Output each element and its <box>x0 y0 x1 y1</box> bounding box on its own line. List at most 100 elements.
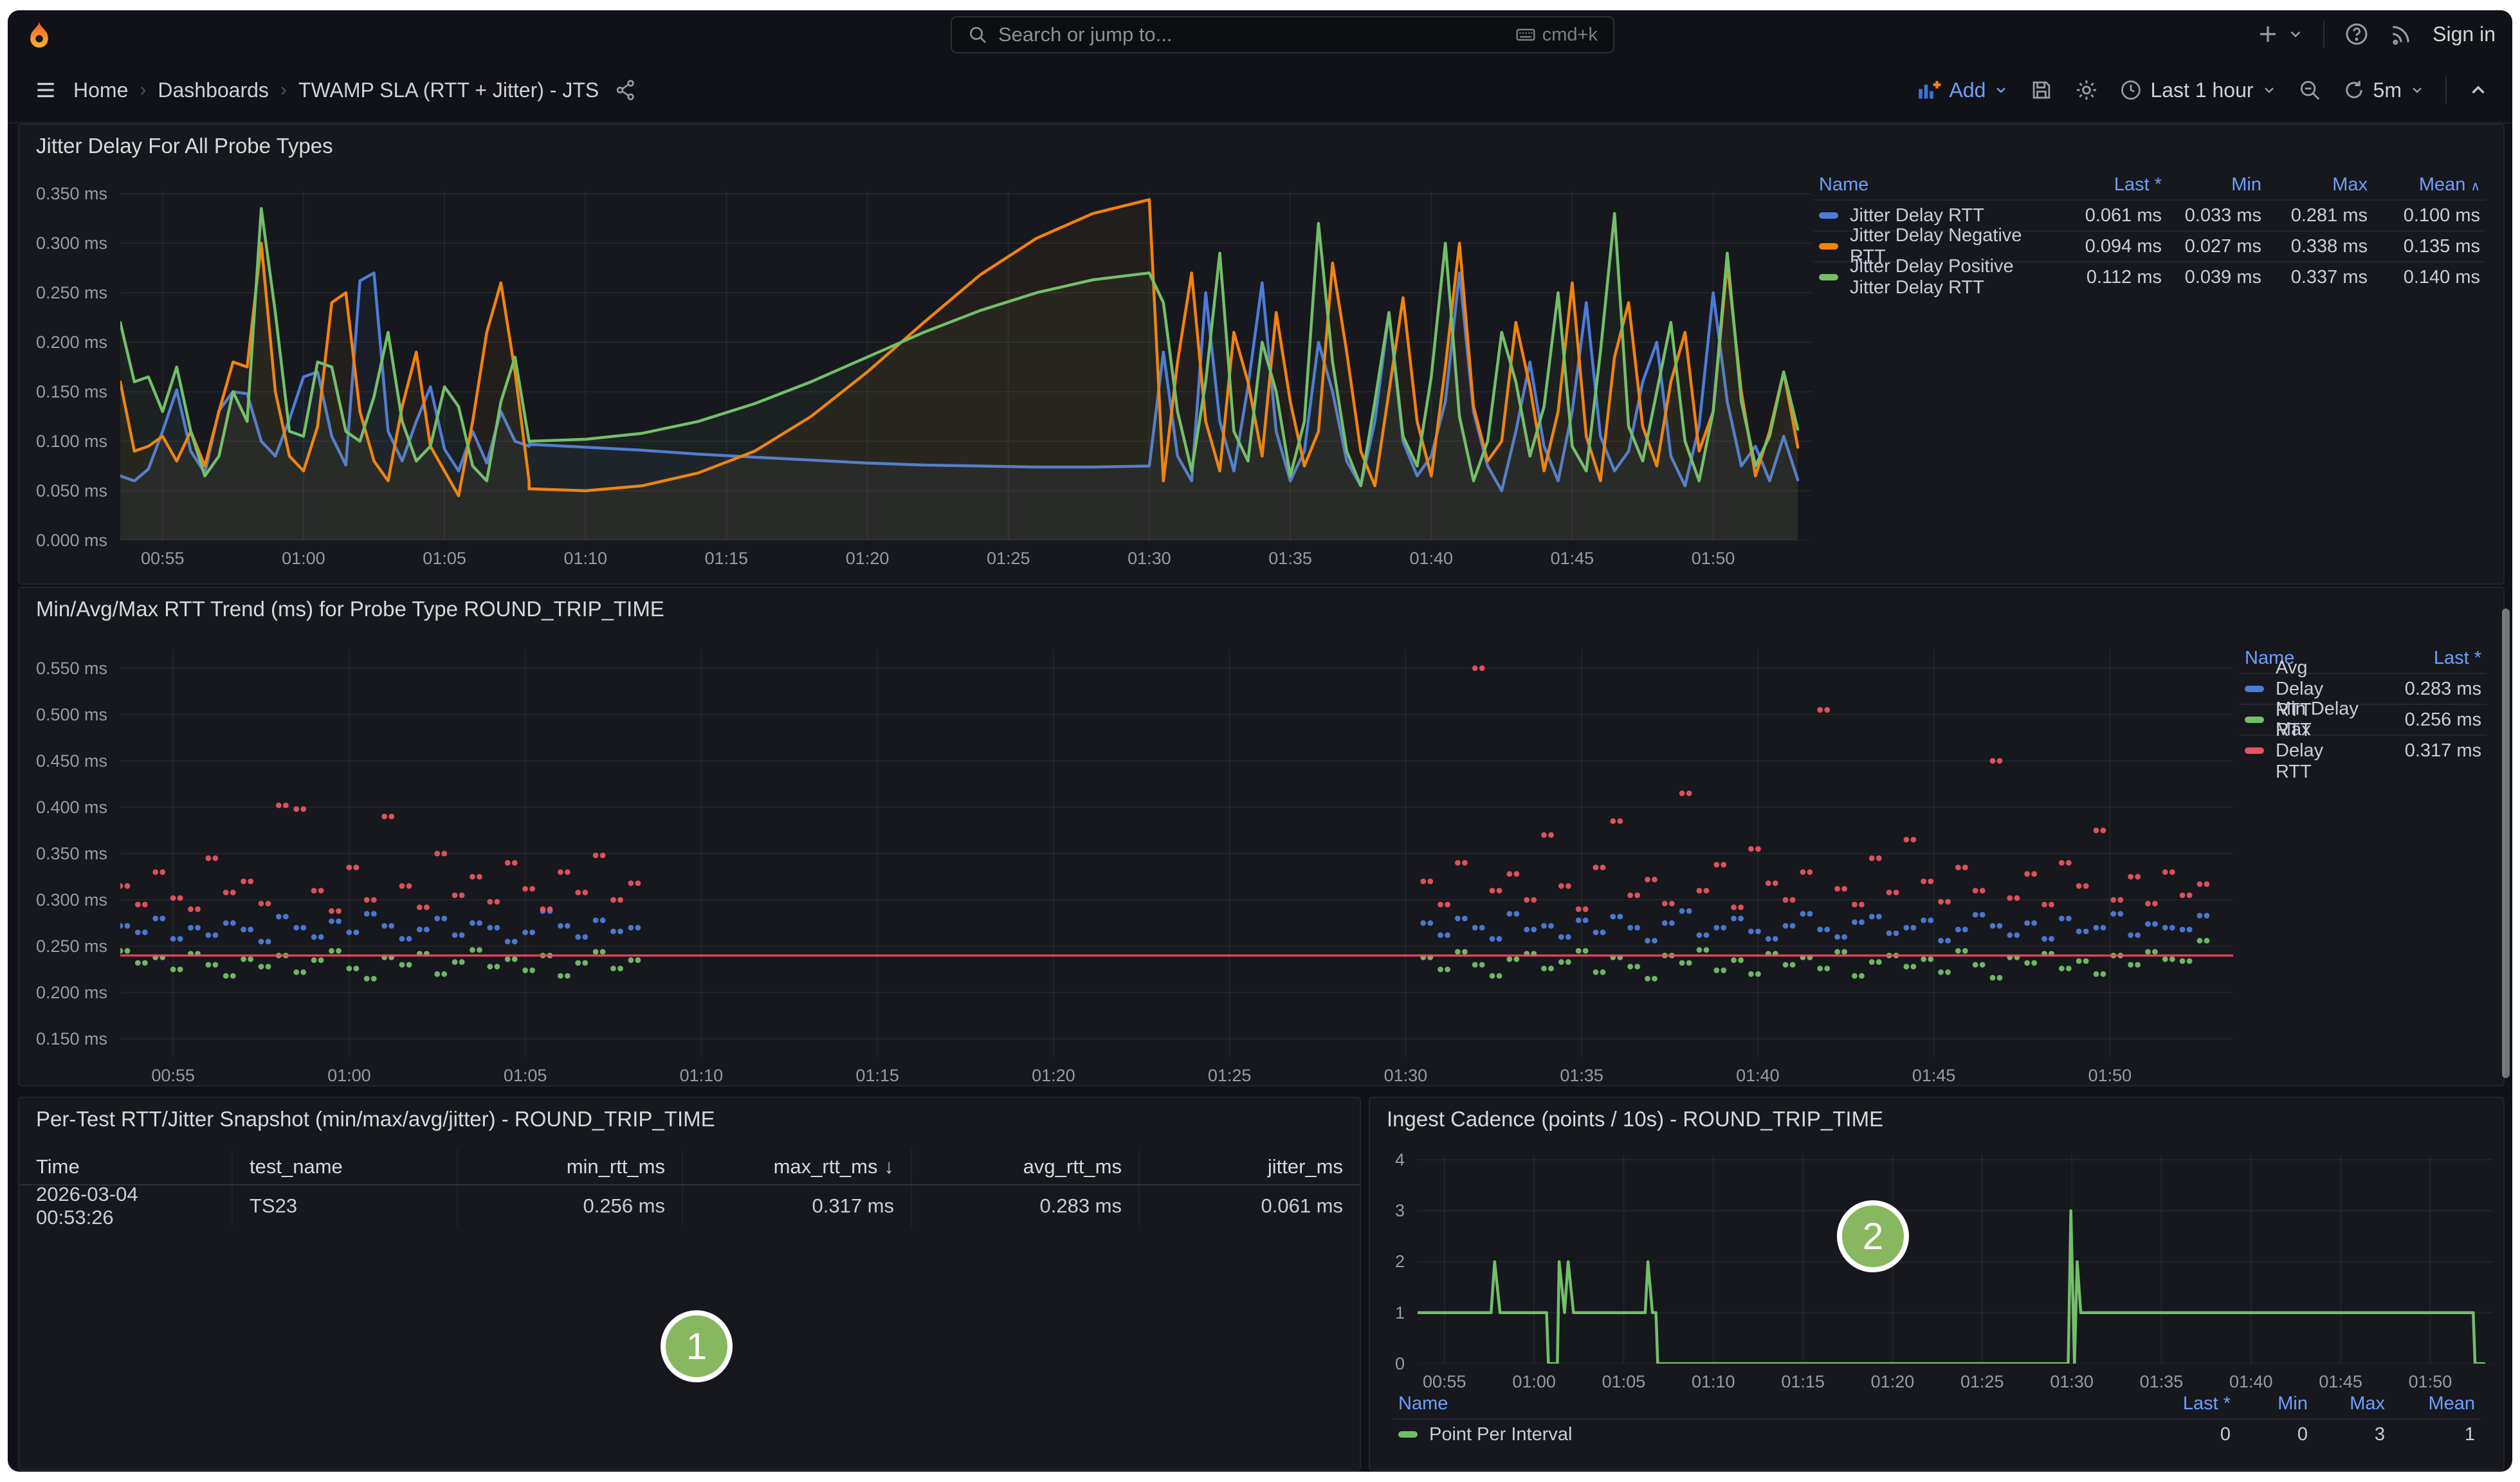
legend-series-toggle[interactable]: Jitter Delay Negative RTT <box>1819 225 2052 268</box>
table-cell: 2026-03-04 00:53:26 <box>36 1183 138 1229</box>
legend-series-name: Max Delay RTT <box>2276 718 2324 782</box>
breadcrumb-item[interactable]: Home <box>73 78 129 102</box>
series-color-swatch-icon <box>2245 747 2264 754</box>
add-panel-icon <box>1916 77 1942 103</box>
panel-title[interactable]: Per-Test RTT/Jitter Snapshot (min/max/av… <box>36 1107 715 1131</box>
legend-series-toggle[interactable]: Jitter Delay RTT <box>1819 205 2052 226</box>
dashboard-settings-icon[interactable] <box>2074 78 2099 102</box>
search-shortcut: cmd+k <box>1515 24 1598 46</box>
share-icon[interactable] <box>614 78 637 102</box>
ingest-cadence-chart[interactable] <box>1418 1155 2493 1364</box>
y-axis-tick-label: 0.350 ms <box>35 844 107 863</box>
menu-hamburger-icon[interactable] <box>33 78 58 102</box>
chevron-down-icon <box>2261 82 2277 98</box>
x-axis-tick-label: 01:05 <box>503 1066 547 1085</box>
legend-series-toggle[interactable]: Point Per Interval <box>1398 1424 2134 1445</box>
legend-header: Name Last * Min Max Mean <box>1393 1389 2480 1418</box>
legend-column-header[interactable]: Name <box>2245 647 2295 668</box>
legend-column-header[interactable]: Min <box>2278 1393 2308 1414</box>
table-cell: TS23 <box>232 1185 457 1227</box>
breadcrumb-item[interactable]: TWAMP SLA (RTT + Jitter) - JTS <box>298 78 599 102</box>
sort-asc-icon: ∧ <box>2470 179 2480 194</box>
x-axis-tick-label: 01:50 <box>2088 1066 2132 1085</box>
x-axis-tick-label: 01:00 <box>282 549 325 568</box>
legend-column-header[interactable]: Last * <box>2114 174 2162 195</box>
legend-value: 0.140 ms <box>2403 266 2480 288</box>
rtt-trend-chart[interactable] <box>120 650 2233 1057</box>
help-icon[interactable] <box>2344 21 2369 47</box>
legend-series-name: Point Per Interval <box>1429 1423 1573 1445</box>
legend-column-header[interactable]: Last * <box>2182 1393 2231 1414</box>
y-axis-tick-label: 0.000 ms <box>35 531 107 550</box>
x-axis-tick-label: 01:10 <box>1692 1372 1735 1391</box>
table-column-header[interactable]: min_rtt_ms <box>457 1149 682 1184</box>
search-input[interactable]: Search or jump to... cmd+k <box>951 16 1614 53</box>
jitter-delay-chart[interactable] <box>120 192 1812 540</box>
time-range-picker[interactable]: Last 1 hour <box>2119 78 2276 102</box>
legend-value: 0.112 ms <box>2086 266 2162 288</box>
table-cell: 0.317 ms <box>682 1185 911 1227</box>
legend-value: 0.100 ms <box>2403 205 2480 226</box>
legend-row: Jitter Delay RTT 0.061 ms 0.033 ms 0.281 ms… <box>1814 199 2485 230</box>
table-cell: 0.061 ms <box>1138 1185 1360 1227</box>
refresh-picker[interactable]: 5m <box>2342 78 2425 102</box>
save-dashboard-icon[interactable] <box>2029 78 2054 102</box>
panel-snapshot-table: Per-Test RTT/Jitter Snapshot (min/max/av… <box>18 1097 1361 1471</box>
chevron-down-icon <box>2409 82 2425 98</box>
table-row[interactable]: 2026-03-04 00:53:26 TS23 0.256 ms 0.317 ms 0… <box>19 1183 1360 1229</box>
keyboard-icon <box>1515 24 1536 45</box>
x-axis-tick-label: 01:00 <box>327 1066 371 1085</box>
legend-series-toggle[interactable]: Max Delay RTT <box>2245 719 2359 783</box>
table-column-header[interactable]: avg_rtt_ms <box>911 1149 1138 1184</box>
y-axis-tick-label: 0.200 ms <box>35 333 107 352</box>
add-button[interactable]: Add <box>1916 77 2009 103</box>
legend-value: 0.027 ms <box>2184 235 2261 257</box>
legend-row: Jitter Delay Positive Jitter Delay RTT 0.… <box>1814 256 2485 298</box>
table-column-header[interactable]: jitter_ms <box>1138 1149 1360 1184</box>
legend-column-header[interactable]: Max <box>2350 1393 2385 1414</box>
ingest-cadence-svg <box>1418 1155 2493 1364</box>
legend-column-header[interactable]: Mean ∧ <box>2418 174 2480 195</box>
scrollbar-thumb[interactable] <box>2502 608 2510 1078</box>
legend-column-header[interactable]: Max <box>2332 174 2368 195</box>
table-column-header[interactable]: test_name <box>232 1149 457 1184</box>
y-axis-tick-label: 3 <box>1394 1201 1405 1221</box>
y-axis-tick-label: 0.300 ms <box>35 890 107 910</box>
legend-column-header[interactable]: Name <box>1398 1393 1448 1414</box>
new-menu-button[interactable] <box>2256 23 2304 46</box>
y-axis-tick-label: 0.300 ms <box>35 233 107 253</box>
breadcrumb-separator-icon: › <box>280 79 287 100</box>
legend-series-toggle[interactable]: Avg Delay RTT <box>2245 657 2359 721</box>
panel-title[interactable]: Ingest Cadence (points / 10s) - ROUND_TR… <box>1387 1107 1884 1131</box>
y-axis-tick-label: 0.550 ms <box>35 658 107 678</box>
zoom-out-icon[interactable] <box>2297 78 2322 102</box>
refresh-icon <box>2342 78 2366 102</box>
legend-column-header[interactable]: Min <box>2231 174 2261 195</box>
table-column-header[interactable]: max_rtt_ms ↓ <box>682 1149 911 1184</box>
y-axis-tick-label: 0.250 ms <box>35 937 107 956</box>
legend-column-header[interactable]: Name <box>1819 174 1869 195</box>
news-rss-icon[interactable] <box>2389 22 2413 46</box>
breadcrumb-separator-icon: › <box>140 79 147 100</box>
legend-series-toggle[interactable]: Jitter Delay Positive Jitter Delay RTT <box>1819 256 2052 298</box>
x-axis-tick-label: 01:15 <box>855 1066 899 1085</box>
x-axis-tick-label: 00:55 <box>151 1066 195 1085</box>
plus-icon <box>2256 23 2279 46</box>
cadence-legend: Name Last * Min Max Mean Point Per Interval 0 0… <box>1393 1389 2480 1449</box>
x-axis-tick-label: 01:25 <box>1960 1372 2004 1391</box>
x-axis-tick-label: 01:20 <box>1870 1372 1915 1391</box>
legend-column-header[interactable]: Mean <box>2428 1393 2475 1414</box>
legend-column-header[interactable]: Last * <box>2433 647 2481 668</box>
x-axis-tick-label: 01:35 <box>2139 1372 2184 1391</box>
legend-series-toggle[interactable]: Min Delay RTT <box>2245 699 2359 741</box>
table-column-header[interactable]: Time <box>36 1155 80 1178</box>
annotation-badge-2: 2 <box>1837 1200 1909 1272</box>
grafana-logo-icon[interactable] <box>24 19 54 49</box>
table-cell: 0.283 ms <box>911 1185 1138 1227</box>
sign-in-button[interactable]: Sign in <box>2433 22 2496 46</box>
panel-title[interactable]: Min/Avg/Max RTT Trend (ms) for Probe Typ… <box>36 597 664 621</box>
collapse-chevron-up-icon[interactable] <box>2467 79 2489 101</box>
panel-title[interactable]: Jitter Delay For All Probe Types <box>36 134 333 158</box>
series-color-swatch-icon <box>2245 686 2264 692</box>
breadcrumb-item[interactable]: Dashboards <box>158 78 269 102</box>
